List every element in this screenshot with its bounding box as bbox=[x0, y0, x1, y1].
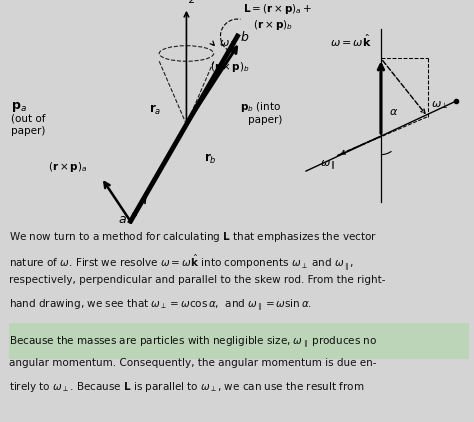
Bar bbox=[9, 323, 469, 359]
Text: $\omega_\parallel$: $\omega_\parallel$ bbox=[319, 159, 335, 173]
Text: angular momentum. Consequently, the angular momentum is due en-: angular momentum. Consequently, the angu… bbox=[9, 357, 377, 368]
Text: respectively, perpendicular and parallel to the skew rod. From the right-: respectively, perpendicular and parallel… bbox=[9, 275, 386, 285]
Text: hand drawing, we see that $\omega_\perp = \omega\cos\alpha$,  and $\omega_\paral: hand drawing, we see that $\omega_\perp … bbox=[9, 298, 313, 314]
Text: b: b bbox=[240, 31, 248, 44]
Text: $(\mathbf{r}\times\mathbf{p})_b$: $(\mathbf{r}\times\mathbf{p})_b$ bbox=[210, 60, 250, 74]
Text: We now turn to a method for calculating $\mathbf{L}$ that emphasizes the vector: We now turn to a method for calculating … bbox=[9, 230, 377, 243]
Text: paper): paper) bbox=[11, 126, 46, 136]
Text: Because the masses are particles with negligible size, $\omega_\parallel$ produc: Because the masses are particles with ne… bbox=[9, 335, 378, 351]
Text: a: a bbox=[119, 213, 127, 226]
Text: nature of $\omega$. First we resolve $\omega = \omega\hat{\mathbf{k}}$ into comp: nature of $\omega$. First we resolve $\o… bbox=[9, 252, 355, 273]
Text: $\omega$: $\omega$ bbox=[219, 38, 229, 48]
Text: $(\mathbf{r}\times\mathbf{p})_a$: $(\mathbf{r}\times\mathbf{p})_a$ bbox=[48, 160, 87, 174]
Text: $\alpha$: $\alpha$ bbox=[389, 107, 398, 117]
Text: $\mathbf{L} = (\mathbf{r}\times\mathbf{p})_a +$
$\quad(\mathbf{r}\times\mathbf{p: $\mathbf{L} = (\mathbf{r}\times\mathbf{p… bbox=[243, 2, 312, 32]
Text: $\mathbf{p}_a$: $\mathbf{p}_a$ bbox=[11, 100, 27, 114]
Text: tirely to $\omega_\perp$. Because $\mathbf{L}$ is parallel to $\omega_\perp$, we: tirely to $\omega_\perp$. Because $\math… bbox=[9, 380, 365, 394]
Text: $\omega = \omega\hat{\mathbf{k}}$: $\omega = \omega\hat{\mathbf{k}}$ bbox=[330, 32, 372, 49]
Text: paper): paper) bbox=[248, 116, 282, 125]
Text: $\mathbf{r}_b$: $\mathbf{r}_b$ bbox=[204, 151, 217, 165]
Text: $\omega_\perp$: $\omega_\perp$ bbox=[430, 99, 448, 111]
Text: $\mathbf{p}_b$ (into: $\mathbf{p}_b$ (into bbox=[240, 100, 281, 114]
Text: z: z bbox=[188, 0, 194, 5]
Text: (out of: (out of bbox=[11, 114, 46, 124]
Text: $\mathbf{r}_a$: $\mathbf{r}_a$ bbox=[149, 103, 162, 117]
